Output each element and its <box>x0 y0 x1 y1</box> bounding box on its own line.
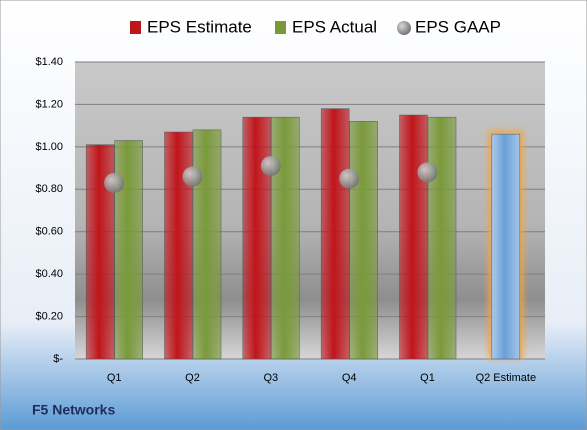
y-tick-label: $0.80 <box>35 183 63 195</box>
x-tick-label: Q2 Estimate <box>476 372 537 384</box>
y-tick-label: $0.40 <box>35 268 63 280</box>
legend-swatch <box>397 21 411 35</box>
y-tick-label: $1.00 <box>35 141 63 153</box>
plot-area <box>75 62 545 359</box>
x-tick-label: Q1 <box>107 372 122 384</box>
bar <box>320 108 350 360</box>
gaap-point <box>104 172 125 193</box>
legend-label: EPS GAAP <box>415 17 501 36</box>
legend-label: EPS Estimate <box>147 17 252 36</box>
bar <box>114 140 143 360</box>
bar <box>271 116 300 360</box>
bar <box>242 116 272 360</box>
y-tick-label: $1.40 <box>35 56 63 68</box>
bar <box>349 121 378 360</box>
gaap-point <box>417 162 438 183</box>
x-tick-label: Q2 <box>185 372 200 384</box>
legend-swatch <box>130 21 141 34</box>
chart-title: F5 Networks <box>32 402 115 418</box>
gaap-point <box>182 166 203 187</box>
y-tick-label: $- <box>53 353 63 365</box>
legend-label: EPS Actual <box>292 17 377 36</box>
bar <box>192 129 222 360</box>
bar <box>164 131 193 360</box>
y-tick-label: $0.20 <box>35 310 63 322</box>
bar <box>399 114 428 360</box>
gaap-point <box>260 155 281 176</box>
x-tick-label: Q1 <box>420 372 435 384</box>
y-tick-label: $1.20 <box>35 98 63 110</box>
bar <box>427 116 457 360</box>
y-tick-label: $0.60 <box>35 226 63 238</box>
estimate-bar <box>491 133 521 360</box>
legend-swatch <box>275 21 286 34</box>
gaap-point <box>339 168 360 189</box>
x-tick-label: Q4 <box>342 372 357 384</box>
x-tick-label: Q3 <box>263 372 278 384</box>
